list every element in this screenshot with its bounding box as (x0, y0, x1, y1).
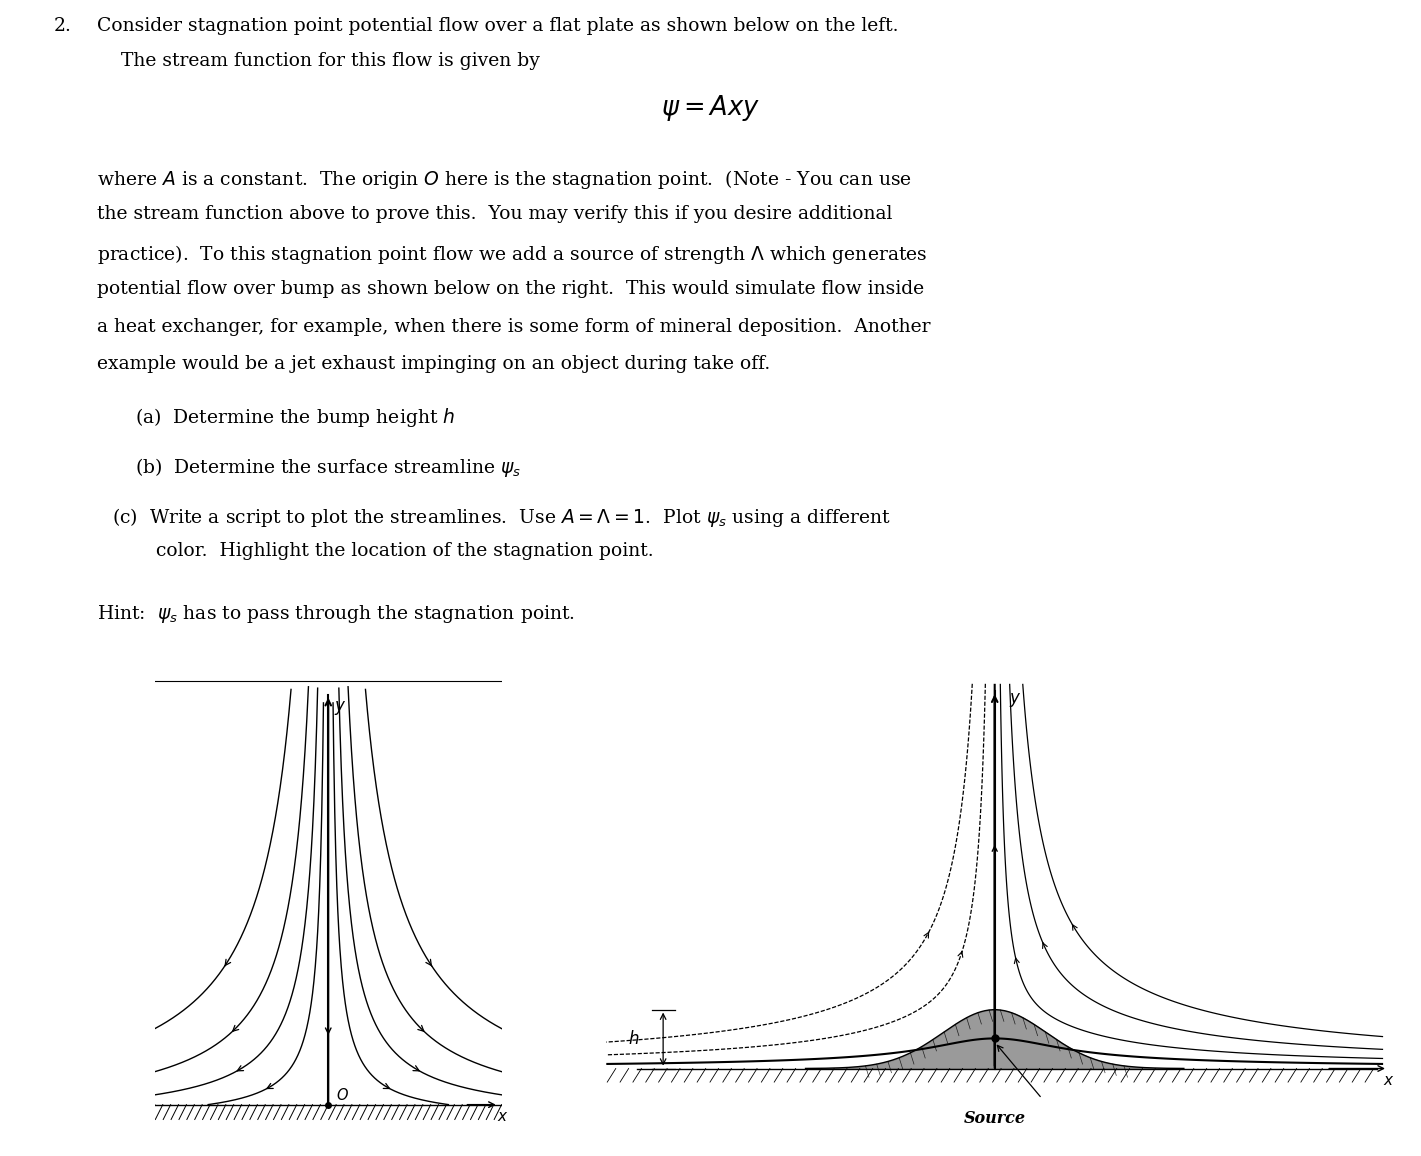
Text: (a)  Determine the bump height $h$: (a) Determine the bump height $h$ (135, 406, 455, 429)
Text: $h$: $h$ (628, 1030, 639, 1048)
Point (983, 1059, 1006, 1077)
Text: $O$: $O$ (335, 1087, 348, 1103)
Point (983, 1059, 1006, 1077)
Text: $\psi = Axy$: $\psi = Axy$ (661, 92, 760, 123)
Text: $y$: $y$ (334, 699, 347, 718)
Text: The stream function for this flow is given by: The stream function for this flow is giv… (121, 52, 540, 71)
Text: color.  Highlight the location of the stagnation point.: color. Highlight the location of the sta… (156, 542, 654, 560)
Text: $x$: $x$ (497, 1110, 509, 1125)
Text: 2.: 2. (54, 17, 72, 36)
Text: the stream function above to prove this.  You may verify this if you desire addi: the stream function above to prove this.… (97, 206, 892, 223)
Text: practice).  To this stagnation point flow we add a source of strength $\Lambda$ : practice). To this stagnation point flow… (97, 243, 926, 266)
Text: Source: Source (963, 1110, 1026, 1127)
Text: potential flow over bump as shown below on the right.  This would simulate flow : potential flow over bump as shown below … (97, 280, 924, 298)
Text: example would be a jet exhaust impinging on an object during take off.: example would be a jet exhaust impinging… (97, 355, 770, 373)
Text: $x$: $x$ (1383, 1074, 1394, 1088)
Text: (b)  Determine the surface streamline $\psi_s$: (b) Determine the surface streamline $\p… (135, 455, 522, 479)
Point (983, 1059, 1006, 1077)
Text: a heat exchanger, for example, when there is some form of mineral deposition.  A: a heat exchanger, for example, when ther… (97, 318, 931, 335)
Point (983, 1059, 1006, 1077)
Point (983, 1059, 1006, 1077)
Text: Hint:  $\psi_s$ has to pass through the stagnation point.: Hint: $\psi_s$ has to pass through the s… (97, 603, 574, 625)
Text: where $A$ is a constant.  The origin $O$ here is the stagnation point.  (Note - : where $A$ is a constant. The origin $O$ … (97, 168, 911, 191)
Text: (c)  Write a script to plot the streamlines.  Use $A = \Lambda = 1$.  Plot $\psi: (c) Write a script to plot the streamlin… (112, 505, 891, 528)
Text: $y$: $y$ (1009, 691, 1022, 710)
Point (983, 1059, 1006, 1077)
Text: Consider stagnation point potential flow over a flat plate as shown below on the: Consider stagnation point potential flow… (97, 17, 898, 36)
